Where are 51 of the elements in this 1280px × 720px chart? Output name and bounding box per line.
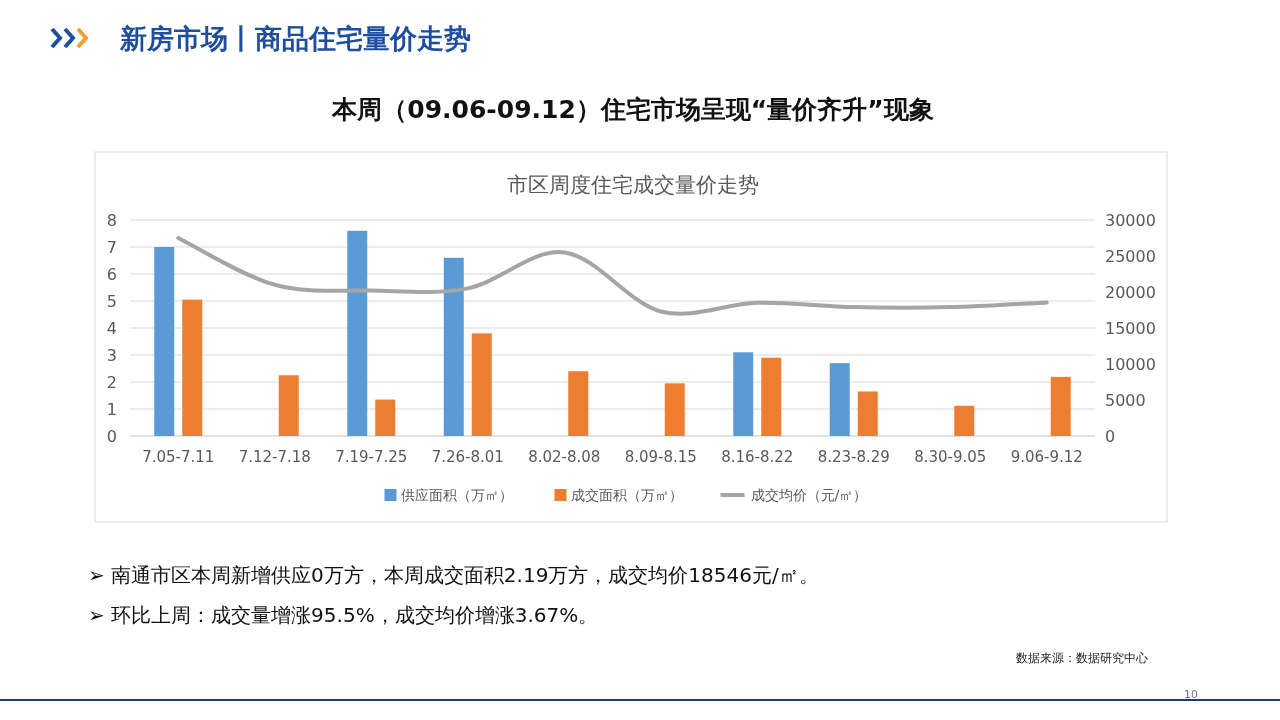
x-tick-label: 7.05-7.11 — [142, 448, 215, 466]
bar — [347, 230, 368, 436]
y-tick-label: 8 — [106, 211, 117, 230]
y2-tick-label: 10000 — [1105, 355, 1156, 374]
y2-tick-label: 25000 — [1105, 247, 1156, 266]
legend-label: 成交面积（万㎡） — [570, 487, 683, 503]
x-tick-label: 8.30-9.05 — [914, 448, 987, 466]
source-note: 数据来源：数据研究中心 — [1016, 651, 1148, 665]
bar — [154, 247, 175, 436]
y2-tick-label: 15000 — [1105, 319, 1156, 338]
text: ➢ 环比上周：成交量增涨95.5%，成交均价增涨3.67%。 — [88, 603, 599, 627]
bar — [954, 405, 975, 436]
y-tick-label: 7 — [106, 238, 117, 257]
y2-tick-label: 30000 — [1105, 211, 1156, 230]
x-tick-label: 8.09-8.15 — [624, 448, 697, 466]
text: 10 — [1184, 688, 1198, 701]
text: 新房市场丨商品住宅量价走势 — [119, 23, 471, 54]
x-tick-label: 7.26-8.01 — [431, 448, 504, 466]
bar — [857, 391, 878, 436]
bar — [443, 257, 464, 436]
bar — [761, 357, 782, 436]
bar — [471, 333, 492, 436]
y-tick-label: 6 — [106, 265, 117, 284]
y-tick-label: 3 — [106, 346, 117, 365]
bar — [375, 399, 396, 436]
x-tick-label: 8.16-8.22 — [721, 448, 794, 466]
x-tick-label: 8.02-8.08 — [528, 448, 601, 466]
text: ➢ 南通市区本周新增供应0万方，本周成交面积2.19万方，成交均价18546元/㎡。 — [88, 563, 819, 587]
x-tick-label: 7.12-7.18 — [238, 448, 311, 466]
legend-label: 成交均价（元/㎡） — [750, 487, 868, 503]
y-tick-label: 0 — [106, 427, 117, 446]
y-tick-label: 2 — [106, 373, 117, 392]
x-tick-label: 8.23-8.29 — [817, 448, 890, 466]
y2-tick-label: 0 — [1105, 427, 1116, 446]
y-tick-label: 4 — [106, 319, 117, 338]
y2-tick-label: 20000 — [1105, 283, 1156, 302]
y2-tick-label: 5000 — [1105, 391, 1146, 410]
legend-label: 供应面积（万㎡） — [400, 487, 513, 503]
chart-title: 市区周度住宅成交量价走势 — [507, 173, 759, 197]
bar — [278, 375, 299, 436]
x-tick-label: 9.06-9.12 — [1010, 448, 1083, 466]
y-tick-label: 5 — [106, 292, 117, 311]
bar — [182, 299, 203, 436]
y-tick-label: 1 — [106, 400, 117, 419]
text: 本周（09.06-09.12）住宅市场呈现“量价齐升”现象 — [331, 95, 934, 124]
bar — [664, 383, 685, 436]
bar — [568, 371, 589, 436]
bar — [733, 352, 754, 436]
bar — [829, 363, 850, 436]
bar — [1050, 376, 1071, 436]
x-tick-label: 7.19-7.25 — [335, 448, 408, 466]
